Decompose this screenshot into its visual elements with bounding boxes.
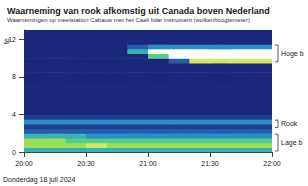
- svg-text:0: 0: [12, 149, 16, 156]
- svg-text:21:00: 21:00: [139, 160, 157, 167]
- svg-text:12: 12: [8, 36, 16, 43]
- svg-text:21:30: 21:30: [201, 160, 219, 167]
- svg-text:te: te: [3, 38, 10, 44]
- svg-text:Rook: Rook: [281, 120, 298, 127]
- svg-text:Waarnemingen op meetstation Ca: Waarnemingen op meetstation Cabauw met h…: [7, 17, 250, 23]
- svg-text:22:00: 22:00: [263, 160, 281, 167]
- svg-text:Donderdag 18 juli 2024: Donderdag 18 juli 2024: [3, 176, 75, 184]
- svg-text:20:00: 20:00: [15, 160, 33, 167]
- svg-text:4: 4: [12, 111, 16, 118]
- svg-text:Waarneming van rook afkomstig: Waarneming van rook afkomstig uit Canada…: [7, 6, 270, 16]
- svg-text:Lage b: Lage b: [281, 139, 303, 147]
- svg-text:20:30: 20:30: [77, 160, 95, 167]
- svg-text:Hoge b: Hoge b: [281, 50, 304, 58]
- svg-text:8: 8: [12, 73, 16, 80]
